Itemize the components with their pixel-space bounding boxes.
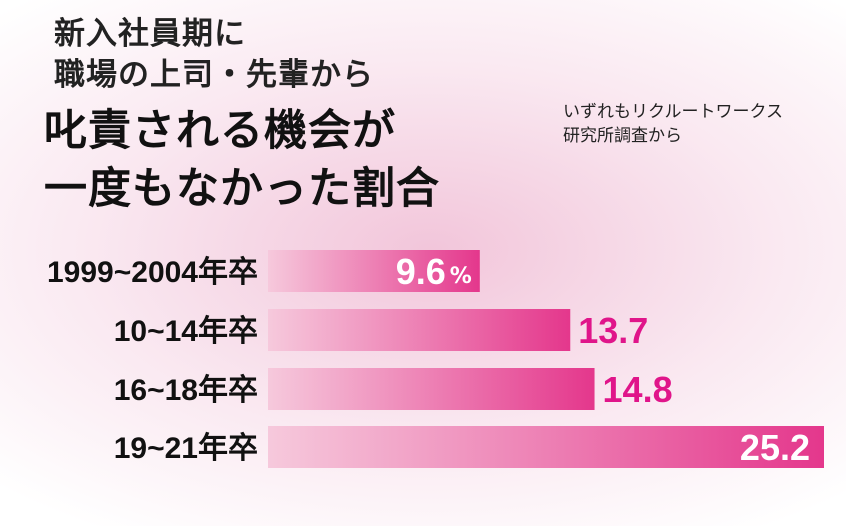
value-label: 25.2 — [740, 427, 810, 468]
category-label: 19~21年卒 — [114, 432, 258, 465]
source-note: いずれもリクルートワークス 研究所調査から — [563, 100, 783, 148]
subtitle-line-1: 新入社員期に — [54, 16, 246, 52]
chart-title: 叱責される機会が 一度もなかった割合 — [44, 102, 440, 218]
title-line-2: 一度もなかった割合 — [44, 164, 440, 214]
bar — [268, 368, 595, 410]
category-label: 16~18年卒 — [114, 374, 258, 407]
source-line-1: いずれもリクルートワークス — [563, 102, 783, 122]
value-label: 9.6 — [396, 251, 446, 292]
title-line-1: 叱責される機会が — [44, 106, 396, 156]
value-label: 13.7 — [578, 310, 648, 351]
bar — [268, 309, 571, 351]
source-line-2: 研究所調査から — [563, 126, 682, 146]
unit-label: % — [450, 264, 472, 289]
bar — [268, 426, 824, 468]
value-label: 14.8 — [603, 369, 673, 410]
chart-subtitle: 新入社員期に 職場の上司・先輩から — [54, 14, 374, 96]
subtitle-line-2: 職場の上司・先輩から — [54, 57, 374, 93]
bar — [268, 250, 480, 292]
category-label: 1999~2004年卒 — [47, 256, 258, 289]
category-label: 10~14年卒 — [114, 315, 258, 348]
